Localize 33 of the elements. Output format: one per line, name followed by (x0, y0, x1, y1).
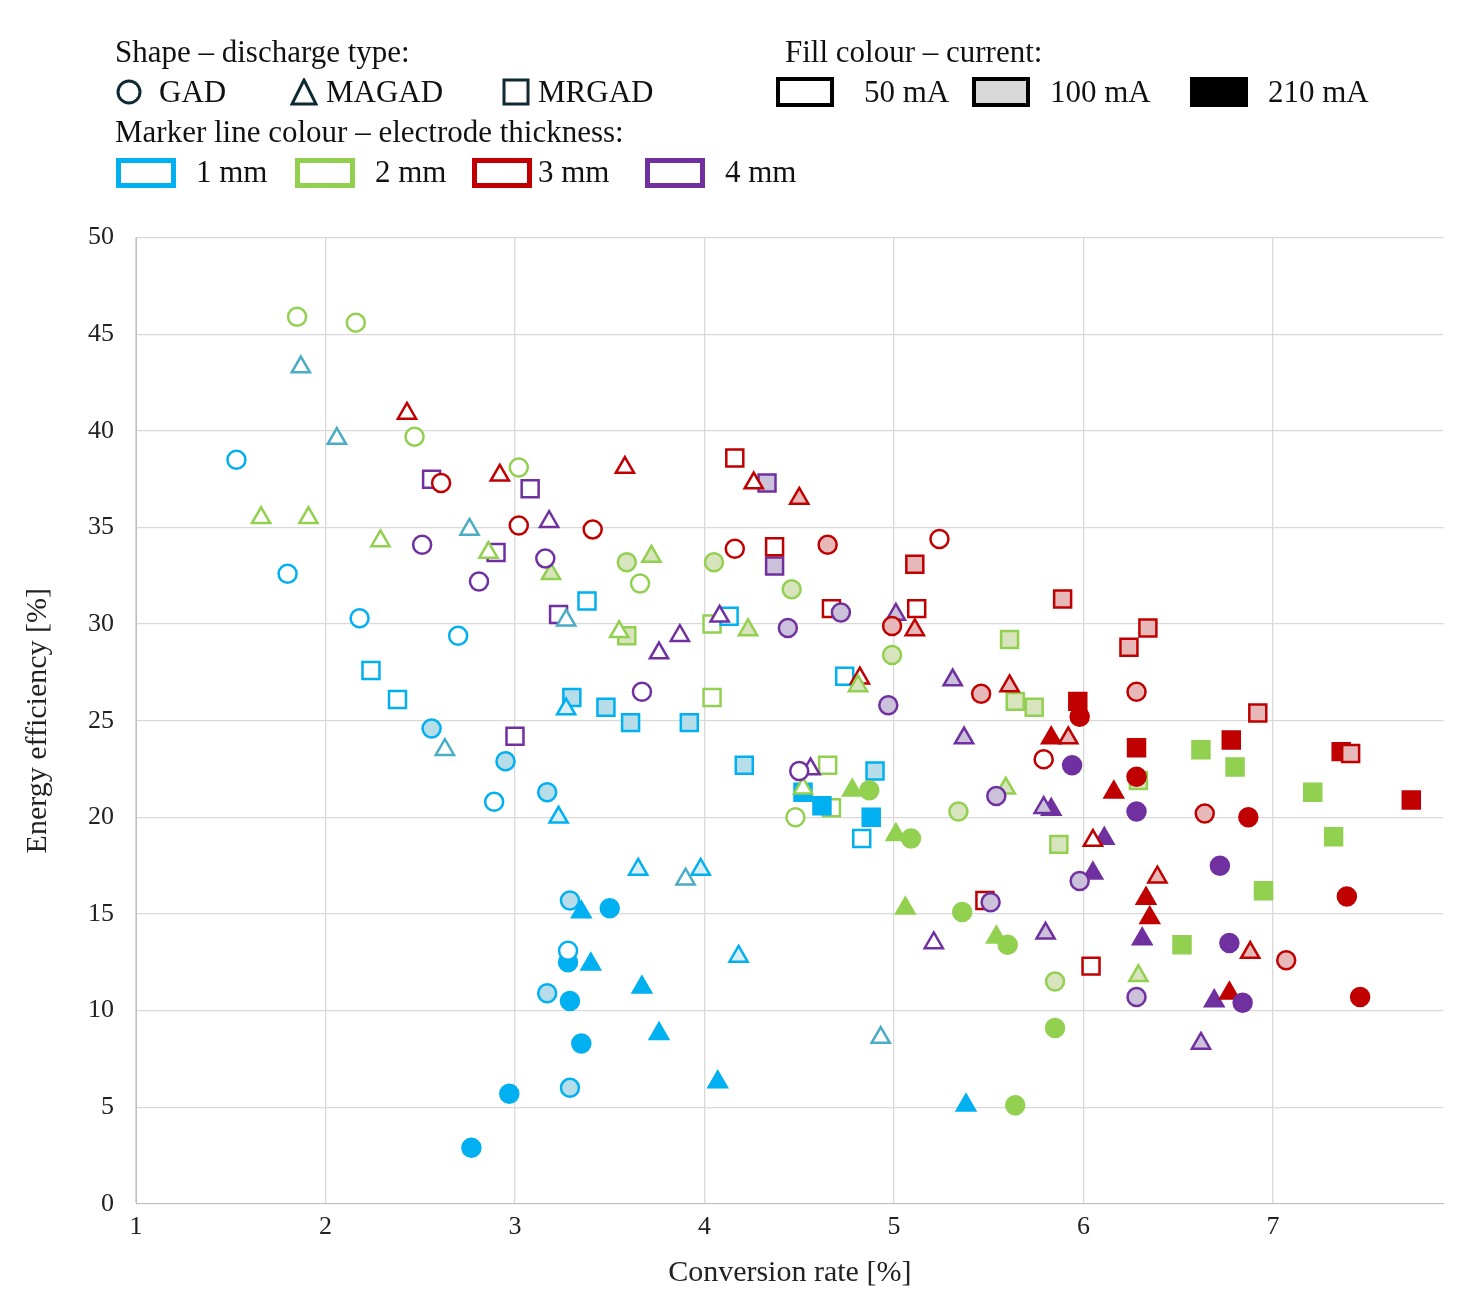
text: Shape – discharge type: (115, 34, 410, 70)
x-tick-label: 5 (887, 1211, 901, 1241)
x-tick-label: 7 (1266, 1211, 1280, 1241)
text: MRGAD (538, 74, 654, 110)
y-tick-label: 5 (101, 1091, 114, 1121)
text: 4 mm (725, 154, 797, 190)
text: GAD (159, 74, 227, 110)
y-tick-label: 30 (88, 607, 114, 637)
x-tick-label: 2 (318, 1211, 332, 1241)
text: 1 mm (196, 154, 268, 190)
y-tick-label: 35 (88, 511, 114, 541)
text: 100 mA (1050, 74, 1151, 110)
text: 2 mm (375, 154, 447, 190)
y-tick-label: 0 (101, 1187, 114, 1217)
text: MAGAD (326, 74, 444, 110)
y-tick-label: 10 (88, 994, 114, 1024)
x-tick-label: 6 (1076, 1211, 1090, 1241)
text: Marker line colour – electrode thickness: (115, 114, 624, 150)
x-axis-title: Conversion rate [%] (668, 1253, 912, 1287)
y-tick-label: 20 (88, 801, 114, 831)
y-tick-label: 45 (88, 318, 114, 348)
y-tick-label: 25 (88, 704, 114, 734)
x-tick-label: 1 (129, 1211, 143, 1241)
x-tick-label: 4 (697, 1211, 711, 1241)
text: 210 mA (1268, 74, 1369, 110)
text: 50 mA (864, 74, 950, 110)
y-tick-label: 40 (88, 414, 114, 444)
y-axis-title: Energy efficiency [%] (18, 587, 52, 854)
y-tick-label: 15 (88, 897, 114, 927)
y-tick-label: 50 (88, 221, 114, 251)
text: 3 mm (538, 154, 610, 190)
text: Fill colour – current: (785, 34, 1043, 70)
x-tick-label: 3 (508, 1211, 522, 1241)
